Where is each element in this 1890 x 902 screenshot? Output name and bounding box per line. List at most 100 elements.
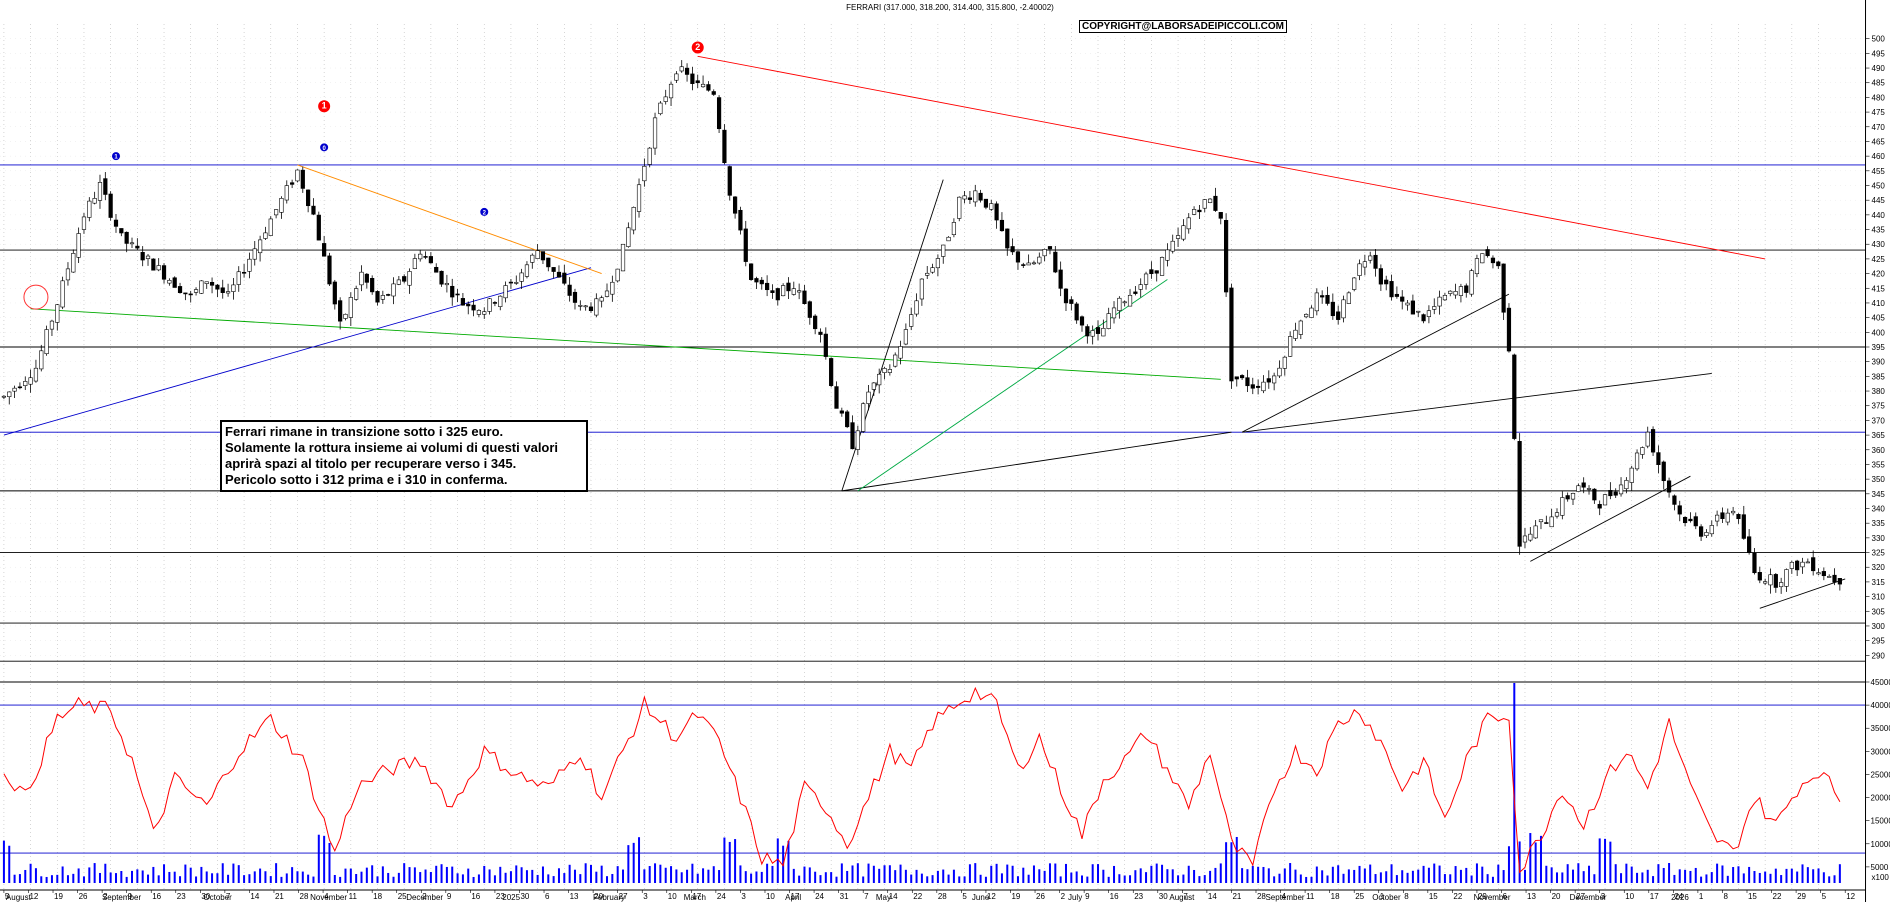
- volume-bar: [1774, 868, 1777, 883]
- volume-bar: [1417, 869, 1420, 883]
- day-tick-label: 30: [1159, 892, 1168, 901]
- volume-bar: [1155, 863, 1158, 883]
- volume-bar: [440, 864, 443, 883]
- day-tick-label: 24: [815, 892, 824, 901]
- candle-body: [1650, 429, 1656, 453]
- candle-body: [1800, 561, 1805, 568]
- volume-bar: [1113, 865, 1116, 883]
- candle-body: [1432, 306, 1437, 310]
- candle-body: [1731, 510, 1736, 514]
- volume-bar: [1817, 868, 1820, 883]
- volume-bar: [894, 870, 897, 883]
- candle-body: [17, 386, 23, 389]
- wave-marker-label: 1: [322, 101, 327, 111]
- candle-body: [514, 282, 519, 284]
- volume-bar: [381, 866, 384, 883]
- candle-body: [1159, 257, 1165, 276]
- candle-body: [1010, 246, 1015, 253]
- volume-bar: [968, 864, 971, 883]
- volume-bar: [1700, 876, 1703, 883]
- volume-bar: [1134, 870, 1137, 883]
- candle-body: [391, 283, 396, 297]
- candle-body: [1544, 522, 1549, 524]
- volume-bar: [1299, 874, 1302, 883]
- volume-bar: [1230, 842, 1233, 883]
- volume-bar: [888, 865, 891, 883]
- volume-bar: [1561, 872, 1564, 883]
- volume-bar: [1427, 867, 1430, 883]
- candle-body: [1629, 467, 1634, 483]
- day-tick-label: 20: [594, 892, 603, 901]
- candle-body: [861, 403, 866, 432]
- volume-bar: [152, 866, 155, 883]
- candle-body: [1501, 263, 1506, 313]
- candle-body: [1448, 290, 1453, 294]
- volume-bar: [237, 865, 240, 883]
- volume-bar: [819, 875, 822, 883]
- volume-bar: [1737, 866, 1740, 883]
- volume-bar: [568, 864, 571, 883]
- candle-body: [1, 395, 7, 398]
- candle-body: [1191, 209, 1197, 215]
- volume-bar: [232, 863, 235, 883]
- candle-body: [1234, 376, 1239, 380]
- volume-bar: [408, 867, 411, 883]
- volume-bar: [979, 874, 982, 883]
- oscillator-line: [3, 686, 1841, 874]
- candle-body: [807, 301, 812, 318]
- day-tick-label: 3: [741, 892, 746, 901]
- volume-bar: [435, 865, 438, 883]
- candle-body: [572, 291, 578, 303]
- price-tick-label: 430: [1872, 240, 1886, 249]
- candle-body: [476, 310, 482, 315]
- volume-oscillator: [0, 681, 1866, 874]
- candle-body: [220, 287, 225, 293]
- price-tick-label: 380: [1872, 387, 1886, 396]
- candle-body: [209, 281, 215, 286]
- candle-body: [1720, 512, 1725, 519]
- blue-support-trendline: [3, 267, 592, 436]
- candle-body: [428, 256, 433, 264]
- oscillator-tick-label: 35000: [1871, 724, 1890, 733]
- candle-body: [348, 297, 353, 318]
- price-tick-label: 315: [1872, 578, 1886, 587]
- volume-bar: [499, 866, 502, 883]
- candle-body: [1474, 258, 1480, 275]
- volume-bar: [504, 872, 507, 883]
- oscillator-tick-label: 5000: [1871, 863, 1889, 872]
- candle-body: [44, 329, 49, 355]
- volume-bar: [1086, 876, 1089, 883]
- day-tick-label: 10: [766, 892, 775, 901]
- month-label: August: [1169, 893, 1195, 902]
- volume-bar: [323, 835, 326, 883]
- volume-bar: [1716, 863, 1719, 883]
- candle-body: [482, 311, 487, 315]
- candle-body: [1133, 291, 1138, 294]
- volume-bar: [1166, 869, 1169, 883]
- candle-body: [1640, 447, 1645, 455]
- candle-body: [113, 219, 119, 227]
- candle-body: [583, 305, 588, 308]
- volume-bar: [488, 869, 491, 883]
- candle-body: [183, 292, 188, 295]
- day-tick-label: 9: [1085, 892, 1090, 901]
- candle-body: [60, 280, 65, 308]
- candle-body: [124, 231, 129, 244]
- month-label: May: [876, 893, 891, 902]
- volume-bar: [1630, 866, 1633, 883]
- day-tick-label: 2: [422, 892, 427, 901]
- volume-bar: [1545, 865, 1548, 883]
- volume-bar: [1539, 835, 1542, 883]
- volume-bar: [445, 866, 448, 883]
- candle-body: [145, 255, 151, 259]
- price-tick-label: 425: [1872, 255, 1886, 264]
- day-tick-label: 22: [1773, 892, 1782, 901]
- day-tick-label: 17: [1650, 892, 1659, 901]
- volume-bar: [595, 871, 598, 883]
- candle-body: [1837, 578, 1842, 585]
- candle-body: [925, 272, 930, 276]
- volume-bar: [360, 871, 363, 883]
- price-tick-label: 370: [1872, 416, 1886, 425]
- candle-body: [1496, 261, 1501, 267]
